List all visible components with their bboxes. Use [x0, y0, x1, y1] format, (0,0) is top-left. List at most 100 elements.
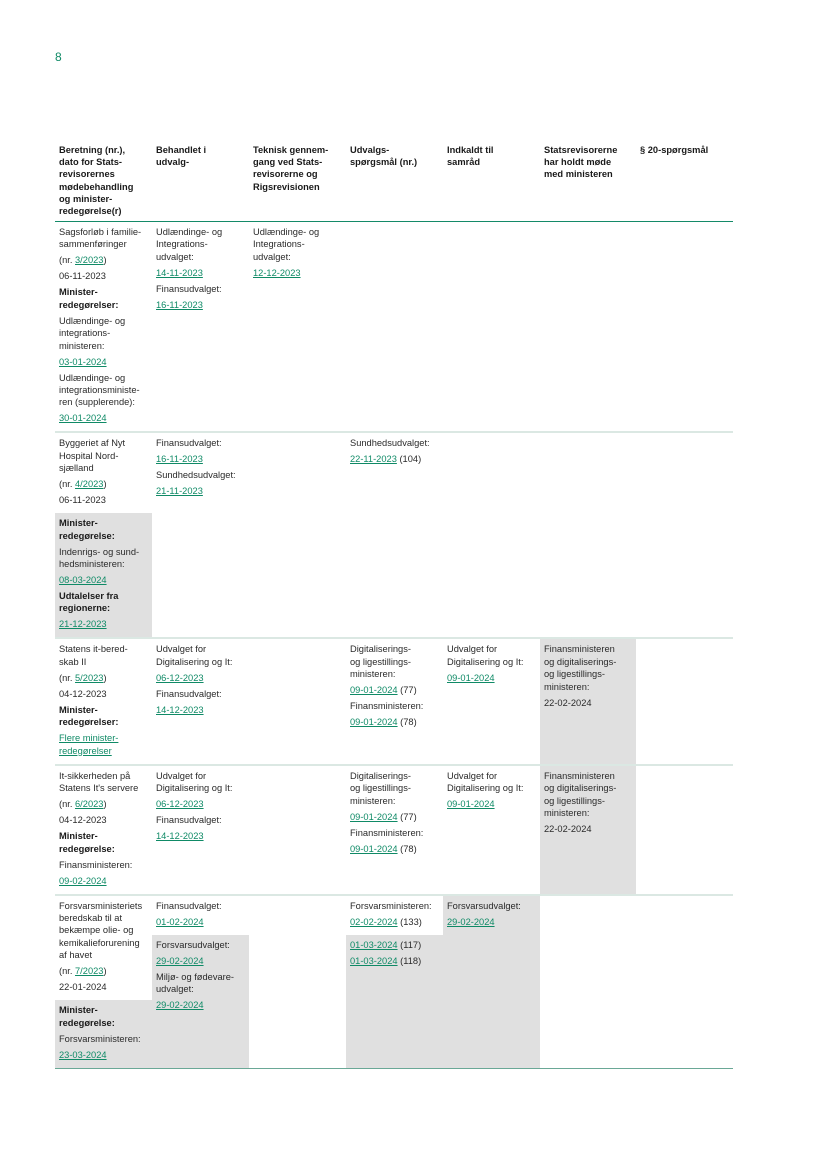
header-behandlet: Behandlet i udvalg- — [156, 145, 207, 168]
cell-item: Sundhedsudvalget: — [156, 470, 236, 481]
table-cell — [249, 433, 346, 637]
date-link[interactable]: 22-11-2023 — [350, 454, 397, 465]
cell-item: 09-01-2024 (78) — [350, 716, 439, 728]
date-link[interactable]: 16-11-2023 — [156, 299, 203, 310]
date-link[interactable]: 23-03-2024 — [59, 1049, 107, 1060]
cell-item: 04-12-2023 — [59, 688, 107, 699]
date-link[interactable]: 09-01-2024 — [350, 843, 398, 854]
cell-item: Statens it-bered- skab II — [59, 644, 128, 667]
date-link[interactable]: 06-12-2023 — [156, 672, 204, 683]
date-link[interactable]: 14-12-2023 — [156, 831, 204, 842]
table-header: Beretning (nr.), dato for Stats- revisor… — [55, 140, 733, 222]
cell-item: 22-01-2024 — [59, 982, 107, 993]
table-cell: Sagsforløb i familie- sammenføringer (nr.… — [55, 222, 152, 431]
cell-item: 22-11-2023 (104) — [350, 453, 439, 465]
item-suffix: (78) — [397, 843, 417, 854]
cell-item: 02-02-2024 (133) — [350, 916, 439, 928]
cell-block: Sagsforløb i familie- sammenføringer (nr.… — [55, 222, 152, 431]
cell-item: Udlændinge- og Integrations- udvalget: — [253, 227, 320, 262]
cell-item: Forsvarsministeren: — [59, 1033, 141, 1044]
date-link[interactable]: 3/2023 — [75, 255, 104, 266]
cell-item: Finansministeren og digitaliserings- og … — [544, 770, 617, 818]
cell-item: 16-11-2023 — [156, 299, 245, 311]
cell-item: Udvalget for Digitalisering og It: — [447, 644, 524, 667]
item-suffix: (77) — [397, 811, 417, 822]
item-suffix: ) — [103, 799, 107, 810]
cell-block: Digitaliserings- og ligestillings- minis… — [346, 639, 443, 735]
date-link[interactable]: 09-02-2024 — [59, 875, 107, 886]
date-link[interactable]: 02-02-2024 — [350, 916, 398, 927]
table-cell: Udvalget for Digitalisering og It: 06-12-… — [152, 766, 249, 894]
date-link[interactable]: 29-02-2024 — [447, 916, 495, 927]
shaded-block: Forsvarsudvalget: 29-02-2024 Miljø- og fød… — [152, 934, 249, 1068]
date-link[interactable]: 16-11-2023 — [156, 454, 203, 465]
cell-item: (nr. 6/2023) — [59, 798, 148, 810]
date-link[interactable]: 29-02-2024 — [156, 955, 204, 966]
table-cell — [249, 766, 346, 894]
date-link[interactable]: 01-03-2024 — [350, 955, 398, 966]
cell-item: 01-02-2024 — [156, 916, 245, 928]
date-link[interactable]: 09-01-2024 — [350, 685, 398, 696]
table-cell: Forsvarsudvalget: 29-02-2024 — [443, 895, 540, 1068]
date-link[interactable]: 21-12-2023 — [59, 619, 107, 630]
date-link[interactable]: 12-12-2023 — [253, 267, 301, 278]
cell-item: Finansministeren: — [350, 701, 424, 712]
date-link[interactable]: 03-01-2024 — [59, 356, 107, 367]
table-cell: Finansudvalget: 16-11-2023 Sundhedsudvalge… — [152, 433, 249, 637]
date-link[interactable]: 21-11-2023 — [156, 486, 203, 497]
item-heading: Minister- redegørelse: — [59, 831, 115, 854]
table-cell — [636, 222, 733, 431]
cell-block: It-sikkerheden på Statens It's servere (n… — [55, 766, 152, 894]
header-teknisk-gennemgang: Teknisk gennem- gang ved Stats- revisore… — [253, 145, 329, 192]
date-link[interactable]: 01-02-2024 — [156, 916, 204, 927]
date-link[interactable]: 09-01-2024 — [447, 799, 495, 810]
table-row: Forsvarsministeriets beredskab til at be… — [55, 895, 733, 1069]
cell-item: Forsvarsudvalget: — [156, 939, 230, 950]
cell-block: Forsvarsudvalget: 29-02-2024 — [443, 896, 540, 935]
header-udvalgsspoergsmaal: Udvalgs- spørgsmål (nr.) — [350, 145, 418, 168]
date-link[interactable]: 5/2023 — [75, 672, 104, 683]
cell-item: Finansministeren og digitaliserings- og … — [544, 644, 617, 692]
date-link[interactable]: 6/2023 — [75, 799, 104, 810]
cell-block: Finansministeren og digitaliserings- og … — [540, 766, 636, 842]
cell-item: 21-11-2023 — [156, 485, 245, 497]
cell-block: Finansudvalget: 16-11-2023 Sundhedsudvalge… — [152, 433, 249, 504]
item-suffix: (104) — [396, 454, 422, 465]
date-link[interactable]: 08-03-2024 — [59, 575, 107, 586]
cell-item: 09-01-2024 (77) — [350, 684, 439, 696]
date-link[interactable]: 06-12-2023 — [156, 799, 204, 810]
cell-item: Digitaliserings- og ligestillings- minis… — [350, 770, 411, 806]
cell-item: (nr. 3/2023) — [59, 254, 148, 266]
item-heading: Minister- redegørelser: — [59, 287, 119, 310]
table-row: Statens it-bered- skab II (nr. 5/2023) 04-… — [55, 639, 733, 766]
date-link[interactable]: 09-01-2024 — [350, 717, 398, 728]
cell-block: Finansudvalget: 01-02-2024 — [152, 896, 249, 935]
date-link[interactable]: Flere minister- redegørelser — [59, 733, 119, 756]
cell-item: Flere minister- redegørelser — [59, 732, 148, 757]
table-cell — [540, 222, 636, 431]
cell-block: Byggeriet af Nyt Hospital Nord- sjælland… — [55, 433, 152, 513]
cell-item: 08-03-2024 — [59, 574, 148, 586]
item-prefix: (nr. — [59, 672, 76, 683]
item-heading: Minister- redegørelse: — [59, 1005, 115, 1028]
cell-item: Byggeriet af Nyt Hospital Nord- sjælland — [59, 438, 126, 474]
table-cell: Udvalget for Digitalisering og It: 09-01-… — [443, 639, 540, 763]
cell-block: Udvalget for Digitalisering og It: 09-01-… — [443, 639, 540, 690]
date-link[interactable]: 14-12-2023 — [156, 704, 204, 715]
cell-item: 29-02-2024 — [156, 999, 245, 1011]
date-link[interactable]: 30-01-2024 — [59, 413, 107, 424]
table-cell: Finansministeren og digitaliserings- og … — [540, 639, 636, 764]
cell-item: Forsvarsudvalget: — [447, 900, 521, 911]
date-link[interactable]: 29-02-2024 — [156, 999, 204, 1010]
date-link[interactable]: 09-01-2024 — [447, 672, 495, 683]
cell-item: 29-02-2024 — [447, 916, 536, 928]
table-row: Sagsforløb i familie- sammenføringer (nr.… — [55, 222, 733, 434]
cell-block: Udvalget for Digitalisering og It: 06-12-… — [152, 766, 249, 849]
date-link[interactable]: 01-03-2024 — [350, 939, 398, 950]
cell-item: Finansudvalget: — [156, 688, 222, 699]
date-link[interactable]: 4/2023 — [75, 479, 104, 490]
table-cell — [249, 896, 346, 1068]
date-link[interactable]: 14-11-2023 — [156, 267, 203, 278]
date-link[interactable]: 09-01-2024 — [350, 811, 398, 822]
date-link[interactable]: 7/2023 — [75, 966, 104, 977]
